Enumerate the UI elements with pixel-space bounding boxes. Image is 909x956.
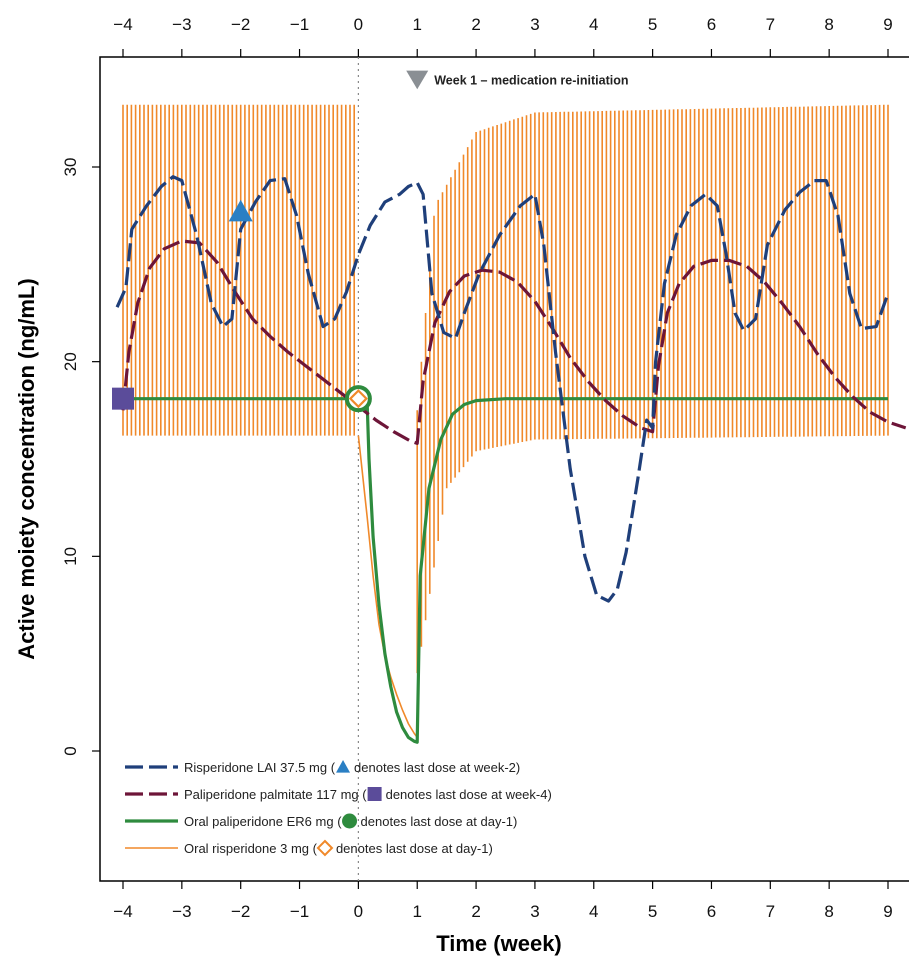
legend-suffix: denotes last dose at day-1) [361,814,518,829]
x-tick-label-top: −4 [113,15,132,34]
down-triangle-icon [406,70,429,90]
y-tick-label: 0 [61,746,80,755]
risperidone-lai-line [115,175,890,603]
x-tick-label-top: 2 [471,15,480,34]
risperidone-lai-last-dose-marker [228,199,253,222]
x-tick-label-bottom: 1 [412,902,421,921]
x-tick-label-bottom: 6 [707,902,716,921]
y-tick-label: 20 [61,352,80,371]
x-tick-label-top: 5 [648,15,657,34]
x-tick-label-top: 6 [707,15,716,34]
marker-group [112,199,372,413]
x-tick-label-bottom: −1 [290,902,309,921]
axes-group: −4 −4 −3 −3 −2 −2 −1 −1 0 0 1 1 2 2 3 3 4 4 5 5 6 6 7 7 8 8 9 9 0 10 2… [61,15,893,921]
legend-suffix: denotes last dose at week-4) [386,787,552,802]
x-tick-label-top: −3 [172,15,191,34]
legend-label: Oral risperidone 3 mg ( [184,841,318,856]
x-tick-label-bottom: 5 [648,902,657,921]
x-tick-label-top: −2 [231,15,250,34]
x-tick-label-top: 1 [412,15,421,34]
y-tick-label: 30 [61,158,80,177]
legend-label: Risperidone LAI 37.5 mg ( [184,760,336,775]
legend-label: Oral paliperidone ER6 mg ( [184,814,342,829]
paliperidone-palmitate-line [121,239,907,445]
paliperidone-palmitate-last-dose-marker [112,387,134,410]
legend-label: Paliperidone palmitate 117 mg ( [184,787,367,802]
x-tick-label-bottom: −4 [113,902,132,921]
oral-paliperidone-line [123,397,888,744]
diamond-icon [316,839,334,857]
x-tick-label-bottom: 7 [766,902,775,921]
x-tick-label-top: 9 [883,15,892,34]
x-tick-label-bottom: 4 [589,902,598,921]
triangle-icon [336,760,351,773]
legend-suffix: denotes last dose at week-2) [354,760,520,775]
oral-risperidone-decay [357,435,418,738]
oral-risperidone-last-dose-marker [348,389,368,409]
annotation-group: Week 1 – medication re-initiation [406,70,628,90]
plot-frame [99,56,909,882]
x-tick-label-bottom: −2 [231,902,250,921]
x-axis-title: Time (week) [436,931,562,956]
x-tick-label-top: 7 [766,15,775,34]
x-tick-label-bottom: −3 [172,902,191,921]
x-tick-label-top: 0 [354,15,363,34]
y-axis-title: Active moiety concentration (ng/mL) [14,278,39,659]
x-tick-label-top: 4 [589,15,598,34]
x-tick-label-bottom: 3 [530,902,539,921]
legend: Risperidone LAI 37.5 mg ( denotes last do… [125,760,552,857]
x-tick-label-top: −1 [290,15,309,34]
legend-suffix: denotes last dose at day-1) [336,841,493,856]
x-tick-label-top: 8 [824,15,833,34]
y-tick-label: 10 [61,547,80,566]
series-group [115,104,907,744]
circle-icon [342,813,358,829]
x-tick-label-bottom: 2 [471,902,480,921]
x-tick-label-bottom: 8 [824,902,833,921]
square-icon [367,787,382,801]
oral-risperidone-oscillation [122,104,889,674]
x-tick-label-bottom: 9 [883,902,892,921]
x-tick-label-top: 3 [530,15,539,34]
reinitiation-annotation: Week 1 – medication re-initiation [434,73,628,87]
x-tick-label-bottom: 0 [354,902,363,921]
